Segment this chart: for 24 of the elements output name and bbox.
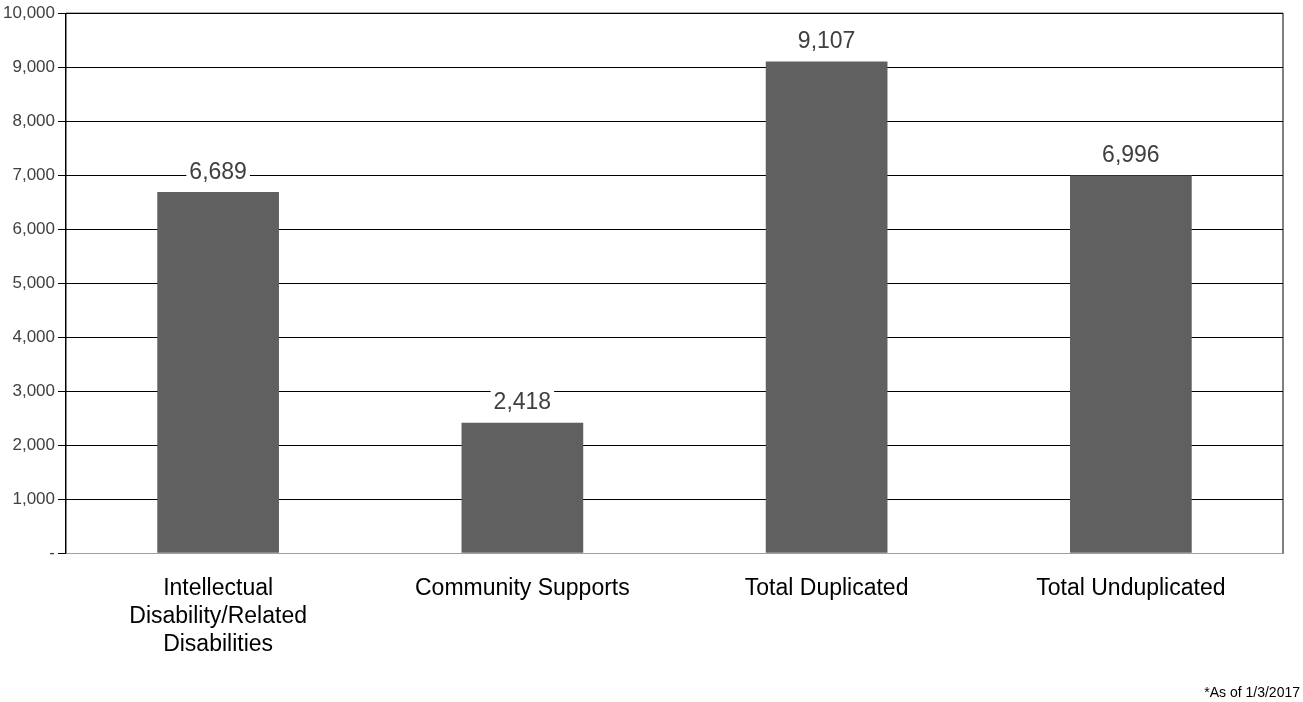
bar xyxy=(157,191,279,553)
y-tick-label: 9,000 xyxy=(12,56,55,76)
y-tick-label: 1,000 xyxy=(12,488,55,508)
y-tick-label: 5,000 xyxy=(12,272,55,292)
x-tick-label: Total Unduplicated xyxy=(1036,574,1226,601)
data-label: 9,107 xyxy=(797,27,856,54)
y-tick-label: 2,000 xyxy=(12,434,55,454)
y-tick-label: 7,000 xyxy=(12,164,55,184)
data-label: 2,418 xyxy=(493,388,552,415)
x-tick-label: Intellectual Disability/Related Disabilities xyxy=(129,574,307,656)
y-tick-label: - xyxy=(49,542,55,562)
text: *As of 1/3/2017 xyxy=(1204,683,1301,700)
y-tick-label: 3,000 xyxy=(12,380,55,400)
data-label: 6,689 xyxy=(189,157,247,184)
data-label: 6,996 xyxy=(1102,141,1160,168)
x-tick-label: Total Duplicated xyxy=(744,574,909,601)
x-tick-label: Community Supports xyxy=(415,574,630,601)
y-tick-label: 4,000 xyxy=(12,326,55,346)
bar xyxy=(1070,175,1192,553)
y-tick-label: 8,000 xyxy=(12,110,55,130)
y-tick-label: 10,000 xyxy=(3,2,55,22)
bar xyxy=(765,61,888,553)
bar xyxy=(461,422,584,553)
y-tick-label: 6,000 xyxy=(12,218,55,238)
